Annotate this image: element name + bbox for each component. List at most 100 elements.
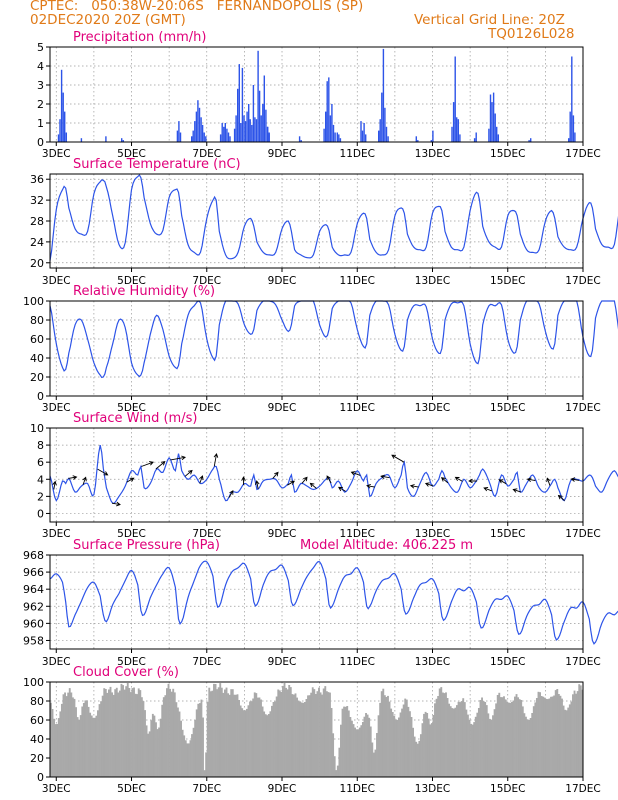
run-date: 02DEC2020 20Z (GMT) — [30, 12, 186, 28]
wind-arrow — [309, 482, 317, 489]
cloud-bar — [369, 726, 372, 777]
cloud-bar — [203, 770, 206, 777]
cloud-bar — [437, 696, 440, 777]
cloud-bar — [318, 687, 320, 777]
y-tick-label: 20 — [30, 371, 44, 384]
grid-lines — [50, 428, 583, 522]
grid-line-note: Vertical Grid Line: 20Z — [414, 12, 565, 28]
cloud-bar — [123, 689, 126, 777]
x-tick-label: 11DEC — [340, 148, 375, 160]
cloud-bar — [408, 711, 411, 777]
cloud-bar — [443, 693, 446, 777]
cloud-bar — [142, 701, 145, 777]
precip-bar — [568, 138, 570, 142]
wind-arrow — [483, 486, 492, 492]
precip-bar — [361, 130, 364, 142]
wind-arrow — [199, 475, 204, 484]
cloud-bar — [394, 719, 397, 777]
precip-bar — [459, 134, 461, 142]
cloud-bar — [303, 702, 306, 777]
cloud-bar — [139, 690, 142, 777]
cloud-bar — [523, 713, 526, 777]
x-tick-label: 11DEC — [340, 402, 375, 414]
cloud-bar — [92, 717, 95, 777]
precip-bar — [334, 132, 336, 142]
x-tick-label: 9DEC — [268, 656, 297, 668]
precip-bar — [65, 132, 68, 142]
precip-bar — [198, 107, 201, 142]
x-tick-label: 15DEC — [490, 275, 525, 287]
precip-bar — [456, 117, 458, 142]
y-tick-label: 80 — [30, 695, 44, 708]
precip-bar — [60, 69, 63, 142]
grid-lines — [50, 174, 583, 268]
cloud-bar — [484, 702, 487, 777]
wind-arrow — [350, 471, 361, 476]
cloud-bar — [86, 700, 88, 777]
cloud-bar — [531, 713, 534, 777]
cloud-bar — [499, 697, 502, 777]
cloud-bar — [184, 740, 187, 777]
cloud-bar — [100, 701, 103, 777]
precip-bar — [574, 132, 576, 142]
x-tick-label: 5DEC — [117, 783, 146, 795]
cloud-bar — [482, 701, 485, 777]
x-tick-label: 3DEC — [42, 528, 71, 540]
y-tick-label: 2 — [37, 490, 44, 503]
cloud-bar — [350, 720, 353, 777]
cloud-bar — [294, 693, 297, 777]
cloud-bar — [344, 706, 347, 777]
cloud-bar — [457, 701, 460, 777]
cloud-bar — [233, 694, 236, 777]
cloud-bar — [222, 692, 225, 777]
cloud-bar — [445, 692, 447, 777]
precip-bar — [363, 123, 365, 142]
cloud-bar — [267, 714, 270, 777]
cloud-bar — [155, 722, 157, 777]
x-tick-label: 17DEC — [565, 148, 600, 160]
precip-bar — [329, 115, 332, 142]
cloud-bar — [554, 690, 557, 777]
cloud-bar — [151, 713, 154, 777]
plot-frame — [49, 300, 584, 397]
precip-bar — [491, 102, 493, 142]
precip-bar — [331, 104, 333, 142]
cloud-bar — [354, 727, 356, 777]
cloud-bar — [440, 687, 443, 777]
cloud-bar — [244, 710, 247, 777]
panel-title: Surface Temperature (nC) — [73, 157, 241, 172]
precip-bar — [241, 67, 244, 142]
cloud-bar — [307, 695, 309, 777]
cloud-bar — [404, 698, 407, 777]
cloud-bar — [285, 687, 288, 777]
y-tick-label: 968 — [23, 549, 44, 562]
cloud-bar — [438, 688, 441, 777]
y-tick-label: 100 — [23, 676, 44, 689]
cloud-bar — [64, 692, 66, 777]
cloud-bar — [564, 709, 567, 777]
y-tick-label: 20 — [30, 257, 44, 270]
x-tick-label: 7DEC — [192, 148, 221, 160]
cloud-bar — [68, 688, 71, 777]
cloud-bar — [211, 690, 214, 777]
cloud-bar — [126, 683, 129, 777]
x-tick-label: 9DEC — [268, 148, 297, 160]
cloud-bar — [372, 752, 375, 777]
cloud-bar — [474, 716, 477, 777]
wind-arrow — [440, 477, 449, 484]
precip-bar — [385, 126, 388, 142]
cloud-bar — [140, 697, 143, 777]
cloud-bar — [429, 724, 432, 777]
cloud-bar — [449, 706, 452, 777]
precip-bar — [237, 88, 239, 142]
y-tick-label: 10 — [30, 422, 44, 435]
cloud-bar — [253, 692, 256, 777]
cloud-bar — [205, 752, 208, 777]
cloud-bar — [333, 756, 336, 777]
cloud-bar — [150, 720, 153, 777]
series-line — [49, 560, 618, 645]
model-code: TQ0126L028 — [488, 26, 575, 42]
cloud-bar — [561, 698, 563, 777]
cloud-bar — [390, 708, 393, 777]
wind-arrow — [380, 474, 390, 480]
